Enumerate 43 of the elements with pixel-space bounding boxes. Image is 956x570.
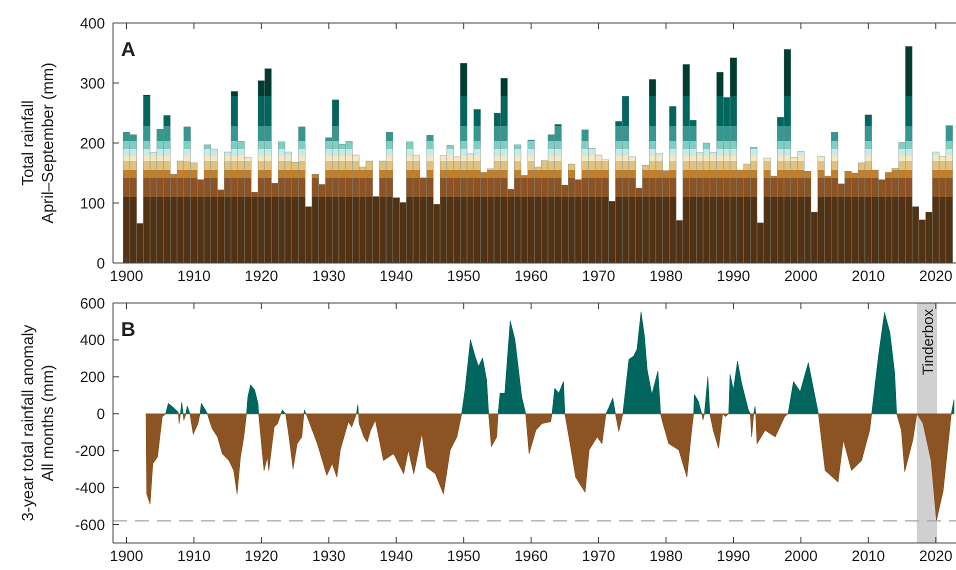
text: A [121, 39, 136, 61]
x-tick-label: 1990 [716, 548, 750, 565]
x-tick-label: 1970 [582, 268, 616, 285]
x-tick-label: 1930 [312, 548, 346, 565]
x-tick-label: 1980 [649, 548, 683, 565]
y-tick-label: 200 [80, 369, 105, 386]
x-tick-label: 1950 [447, 268, 480, 285]
y-tick-label: -600 [74, 516, 105, 534]
x-tick-label: 1930 [312, 268, 346, 285]
x-tick-label: 2000 [784, 268, 818, 285]
x-tick-label: 1910 [177, 548, 211, 565]
y-tick-label: 100 [80, 195, 105, 212]
x-tick-label: 1940 [380, 548, 413, 565]
y-tick-label: 300 [80, 75, 105, 92]
x-tick-label: 1900 [110, 548, 144, 565]
y-tick-label: -200 [74, 442, 105, 460]
y-tick-label: 0 [96, 255, 105, 272]
x-tick-label: 1960 [514, 268, 548, 285]
x-tick-label: 1940 [380, 268, 413, 285]
x-tick-label: 1920 [244, 548, 278, 565]
x-tick-label: 1900 [110, 268, 144, 285]
text: B [121, 319, 136, 341]
y-tick-label: 200 [80, 135, 105, 152]
x-tick-label: 2010 [852, 268, 886, 285]
x-tick-label: 2020 [919, 268, 952, 285]
x-tick-label: 2000 [784, 548, 818, 565]
band-label: Tinderbox [920, 308, 937, 376]
x-tick-label: 1980 [649, 268, 683, 285]
x-tick-label: 2020 [919, 548, 952, 565]
x-tick-label: 1970 [582, 548, 616, 565]
x-tick-label: 1990 [716, 268, 750, 285]
x-tick-label: 1960 [514, 548, 548, 565]
y-tick-label: 600 [80, 295, 105, 312]
x-tick-label: 2010 [852, 548, 886, 565]
y-tick-label: 400 [80, 15, 105, 32]
y-tick-label: -400 [74, 480, 105, 497]
y-axis-title: 3-year total rainfall anomaly All months (mm) [20, 324, 57, 522]
y-tick-label: 0 [96, 406, 105, 424]
y-axis-title: Total rainfall April–September (mm) [20, 62, 57, 224]
x-tick-label: 1950 [447, 548, 480, 565]
x-tick-label: 1920 [244, 268, 278, 285]
y-tick-label: 400 [80, 332, 105, 350]
x-tick-label: 1910 [177, 268, 211, 285]
